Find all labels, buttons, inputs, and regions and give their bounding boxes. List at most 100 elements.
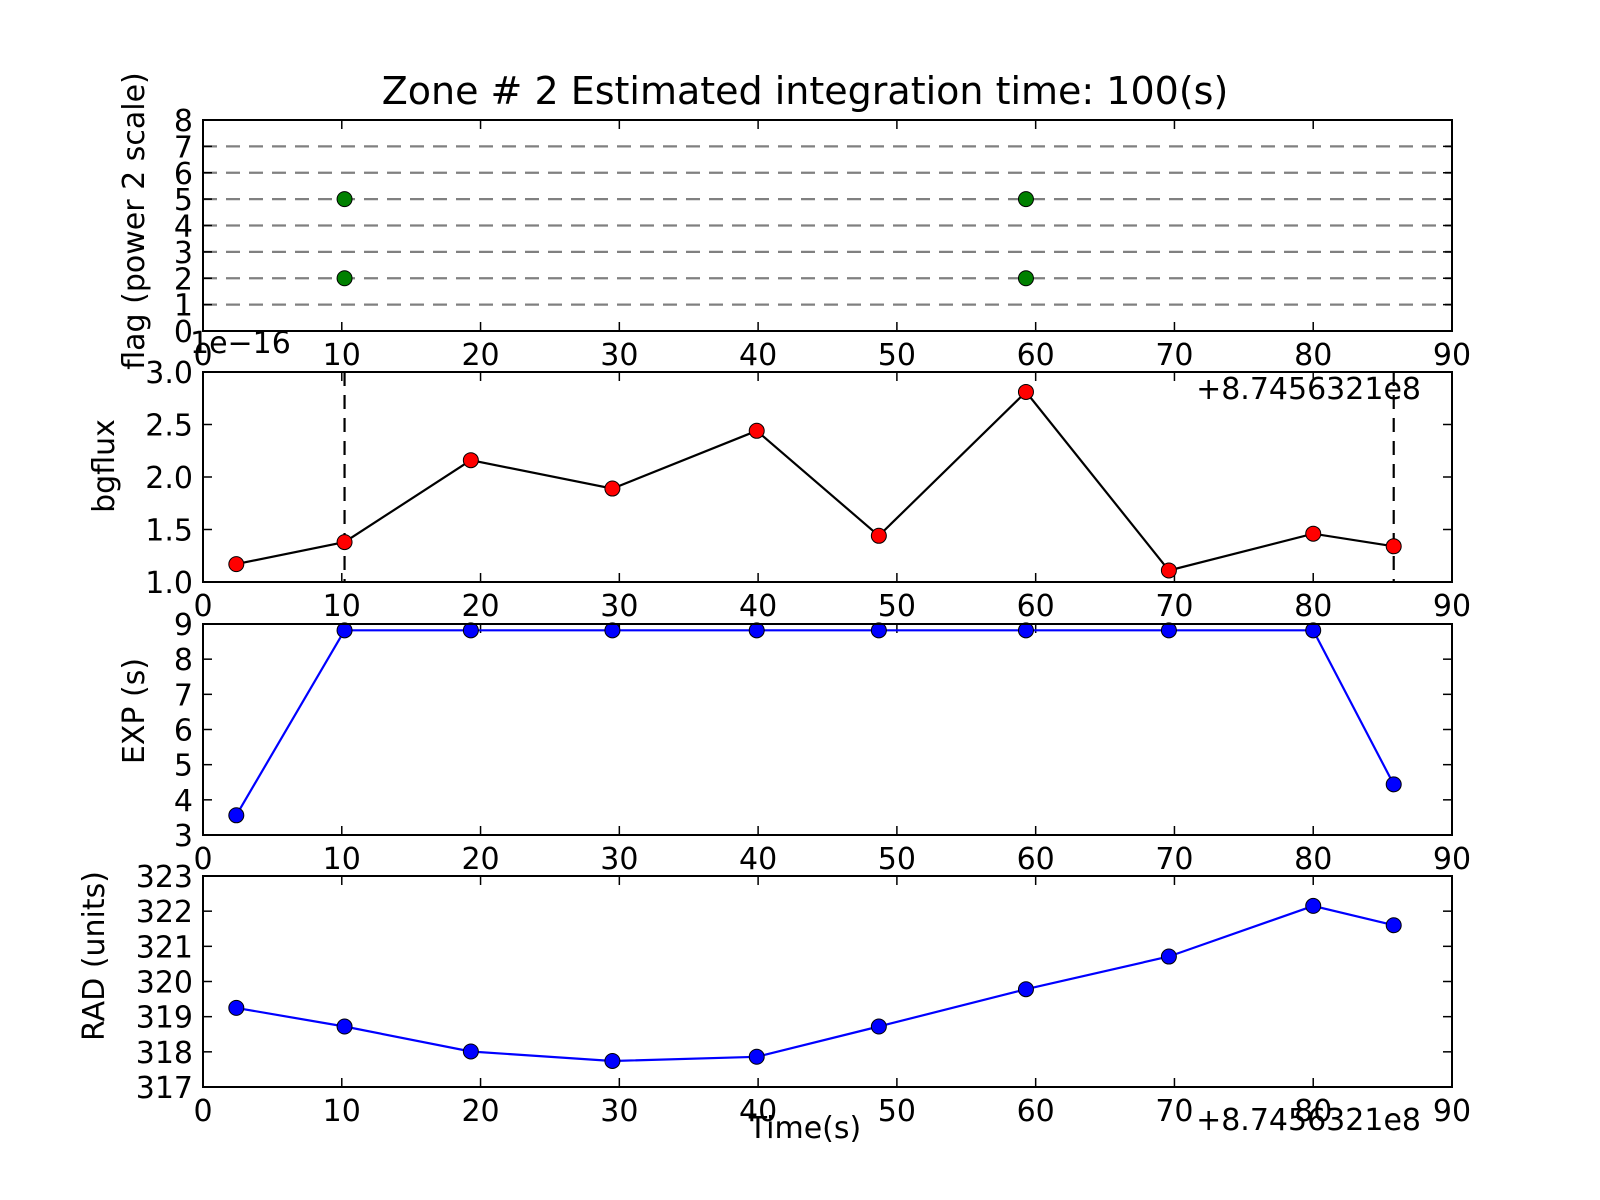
exp-ytick-label: 9 xyxy=(174,608,193,643)
flag-point xyxy=(1017,270,1034,287)
rad-ytick-label: 321 xyxy=(136,930,193,965)
rad-point xyxy=(336,1018,353,1035)
bgflux-xtick-label: 10 xyxy=(323,589,361,624)
rad-point xyxy=(1160,948,1177,965)
exp-point xyxy=(1160,622,1177,639)
rad-xtick-label: 70 xyxy=(1155,1094,1193,1129)
bgflux-point xyxy=(870,527,887,544)
bgflux-offset-label: +8.7456321e8 xyxy=(1196,372,1421,407)
flag-ytick-label: 8 xyxy=(174,104,193,139)
rad-ytick-label: 320 xyxy=(136,966,193,1001)
bgflux-point xyxy=(1160,562,1177,579)
flag-xtick-label: 40 xyxy=(739,338,777,373)
rad-xtick-label: 80 xyxy=(1294,1094,1332,1129)
flag-xtick-label: 20 xyxy=(461,338,499,373)
bgflux-point xyxy=(1017,383,1034,400)
exp-point xyxy=(1385,776,1402,793)
rad-xtick-label: 40 xyxy=(739,1094,777,1129)
exp-point xyxy=(748,622,765,639)
bgflux-xtick-label: 90 xyxy=(1433,589,1471,624)
bgflux-ytick-label: 1.0 xyxy=(145,566,193,601)
flag-ytick-label: 4 xyxy=(174,210,193,245)
bgflux-scale-label: 1e−16 xyxy=(190,326,291,361)
rad-point xyxy=(604,1052,621,1069)
bgflux-ylabel: bgflux xyxy=(87,419,122,513)
bgflux-point xyxy=(462,452,479,469)
flag-point xyxy=(336,270,353,287)
flag-ylabel: flag (power 2 scale) xyxy=(117,72,152,369)
bgflux-xtick-label: 0 xyxy=(193,589,212,624)
exp-axes-frame xyxy=(202,623,1453,836)
exp-point xyxy=(604,622,621,639)
rad-ytick-label: 322 xyxy=(136,895,193,930)
exp-xtick-label: 20 xyxy=(461,842,499,877)
rad-point xyxy=(748,1048,765,1065)
panel-rad: RAD (units) Time(s) +8.7456321e8 0 10 20 30… xyxy=(77,860,1471,1146)
rad-point xyxy=(1017,981,1034,998)
rad-xtick-label: 30 xyxy=(600,1094,638,1129)
rad-point xyxy=(870,1018,887,1035)
bgflux-ytick-label: 2.5 xyxy=(145,409,193,444)
exp-point xyxy=(336,622,353,639)
bgflux-point xyxy=(1385,538,1402,555)
bgflux-xtick-label: 40 xyxy=(739,589,777,624)
flag-ytick-label: 7 xyxy=(174,130,193,165)
panel-bgflux: bgflux 1e−16 +8.7456321e8 0 10 20 30 40 50 60 7… xyxy=(87,326,1471,624)
flag-xtick-label: 0 xyxy=(193,338,212,373)
exp-ytick-label: 3 xyxy=(174,819,193,854)
rad-xtick-label: 90 xyxy=(1433,1094,1471,1129)
chart-title: Zone # 2 Estimated integration time: 100… xyxy=(382,69,1229,113)
flag-ytick-label: 6 xyxy=(174,157,193,192)
rad-point xyxy=(228,999,245,1016)
bgflux-ytick-label: 1.5 xyxy=(145,514,193,549)
exp-xtick-label: 40 xyxy=(739,842,777,877)
exp-xtick-label: 10 xyxy=(323,842,361,877)
rad-ytick-label: 319 xyxy=(136,1001,193,1036)
bgflux-xtick-label: 20 xyxy=(461,589,499,624)
flag-ytick-label: 0 xyxy=(174,315,193,350)
bgflux-point xyxy=(228,556,245,573)
exp-ytick-label: 4 xyxy=(174,784,193,819)
bgflux-xtick-label: 50 xyxy=(878,589,916,624)
rad-offset-label: +8.7456321e8 xyxy=(1196,1103,1421,1138)
rad-xtick-label: 0 xyxy=(193,1094,212,1129)
rad-ylabel: RAD (units) xyxy=(77,871,112,1041)
exp-ytick-label: 8 xyxy=(174,643,193,678)
bgflux-xtick-label: 80 xyxy=(1294,589,1332,624)
flag-xtick-label: 50 xyxy=(878,338,916,373)
exp-point xyxy=(1305,622,1322,639)
flag-xtick-label: 90 xyxy=(1433,338,1471,373)
exp-xtick-label: 30 xyxy=(600,842,638,877)
exp-point xyxy=(462,622,479,639)
rad-ytick-label: 323 xyxy=(136,860,193,895)
bgflux-xtick-label: 30 xyxy=(600,589,638,624)
flag-point xyxy=(336,191,353,208)
exp-xtick-label: 0 xyxy=(193,842,212,877)
bgflux-point xyxy=(604,480,621,497)
flag-xtick-label: 80 xyxy=(1294,338,1332,373)
rad-xtick-label: 60 xyxy=(1017,1094,1055,1129)
flag-xtick-label: 30 xyxy=(600,338,638,373)
rad-point xyxy=(1385,917,1402,934)
bgflux-point xyxy=(748,422,765,439)
bgflux-ytick-label: 2.0 xyxy=(145,461,193,496)
bgflux-point xyxy=(336,534,353,551)
exp-series-line xyxy=(235,629,1395,816)
exp-ylabel: EXP (s) xyxy=(117,658,152,764)
flag-ytick-label: 3 xyxy=(174,236,193,271)
rad-point xyxy=(1305,897,1322,914)
flag-xtick-label: 10 xyxy=(323,338,361,373)
flag-ytick-label: 5 xyxy=(174,183,193,218)
flag-xtick-label: 60 xyxy=(1017,338,1055,373)
rad-xlabel: Time(s) xyxy=(748,1111,861,1146)
rad-xtick-label: 50 xyxy=(878,1094,916,1129)
exp-point xyxy=(870,622,887,639)
exp-xtick-label: 70 xyxy=(1155,842,1193,877)
flag-point xyxy=(1017,191,1034,208)
rad-xtick-label: 20 xyxy=(461,1094,499,1129)
flag-ytick-label: 1 xyxy=(174,289,193,324)
exp-xtick-label: 50 xyxy=(878,842,916,877)
bgflux-ytick-label: 3.0 xyxy=(145,356,193,391)
